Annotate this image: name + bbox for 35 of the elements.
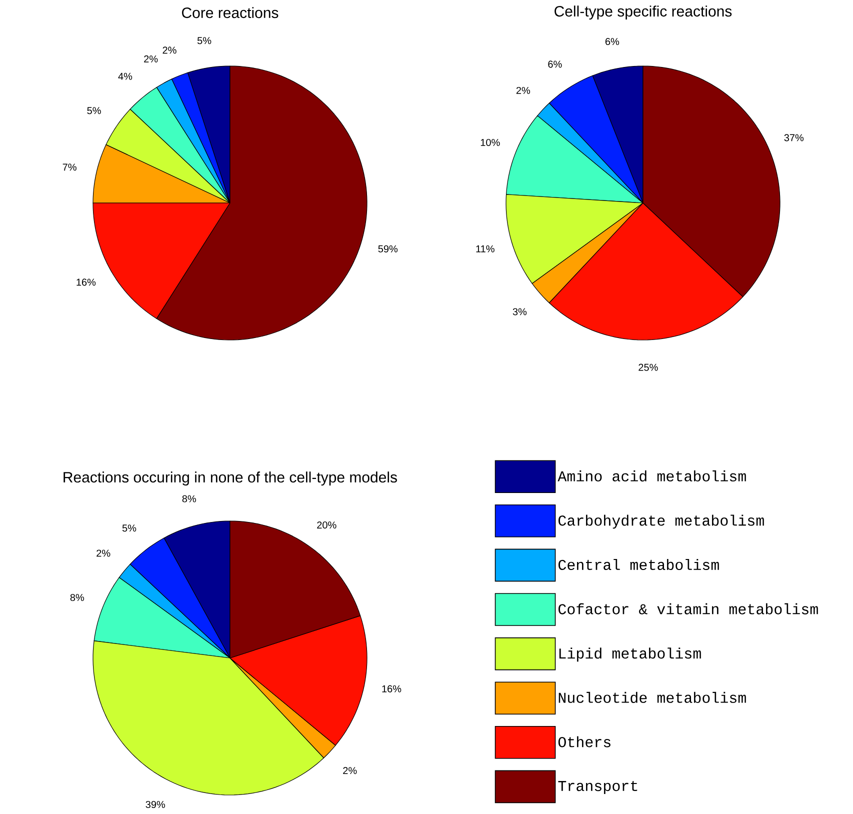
chart-title: Core reactions: [182, 7, 278, 18]
legend-label: Lipid metabolism: [559, 648, 701, 662]
data-label: 2%: [144, 55, 158, 62]
legend-label: Cofactor & vitamin metabolism: [558, 603, 818, 614]
data-label: 6%: [605, 38, 620, 46]
data-label: 5%: [122, 524, 136, 532]
data-label: 37%: [784, 134, 804, 142]
data-label: 2%: [162, 46, 176, 54]
data-label: 16%: [76, 278, 96, 286]
data-label: 10%: [480, 138, 500, 146]
legend-label: Nucleotide metabolism: [558, 692, 746, 703]
legend-label: Amino acid metabolism: [558, 470, 746, 482]
data-label: 2%: [343, 767, 357, 774]
data-label: 4%: [118, 72, 132, 80]
text: Reactions occuring in none of the cell-type models: [64, 472, 397, 486]
data-label: 16%: [382, 685, 402, 692]
data-label: 2%: [96, 550, 110, 557]
legend-label: Transport: [558, 780, 638, 794]
data-label: 6%: [548, 60, 562, 68]
data-label: 25%: [638, 364, 658, 371]
chart-title: Cell-type specific reactions: [554, 6, 732, 20]
data-label: 2%: [516, 86, 530, 94]
data-label: 3%: [512, 308, 527, 316]
data-label: 8%: [182, 495, 196, 502]
data-label: 39%: [146, 800, 166, 808]
data-label: 7%: [62, 164, 76, 171]
data-label: 20%: [317, 521, 336, 529]
legend-label: Others: [558, 736, 610, 748]
data-label: 5%: [87, 107, 101, 114]
data-label: 8%: [70, 594, 84, 602]
legend-label: Central metabolism: [558, 559, 719, 570]
data-label: 59%: [378, 245, 398, 252]
legend-label: Carbohydrate metabolism: [558, 514, 764, 529]
data-label: 11%: [476, 245, 494, 252]
data-label: 5%: [197, 37, 212, 44]
